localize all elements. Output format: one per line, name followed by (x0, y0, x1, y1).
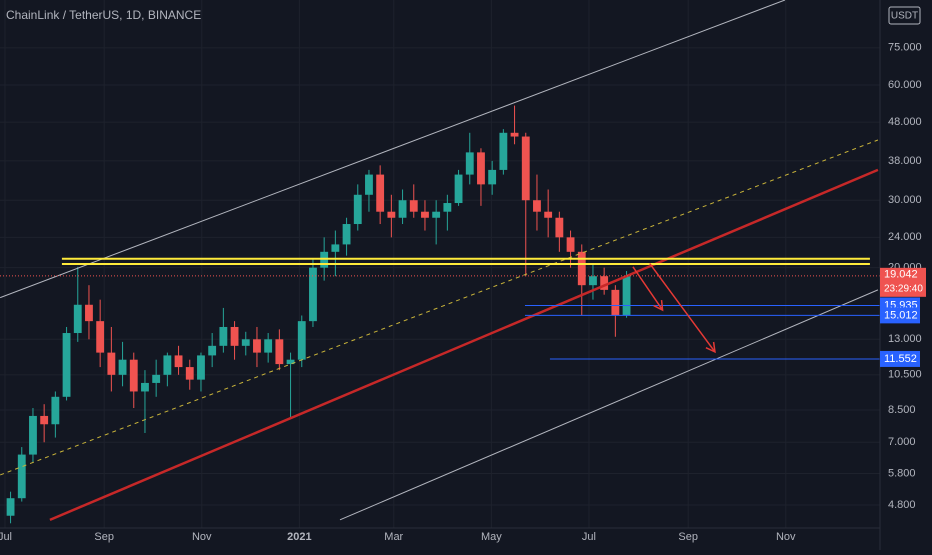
y-tick-label: 8.500 (888, 404, 916, 416)
candle-body (454, 174, 463, 204)
candle-body (96, 321, 105, 353)
candle-body (477, 152, 485, 185)
arrow-head (653, 300, 664, 312)
candle-body (197, 355, 205, 380)
x-tick-label: Nov (192, 531, 212, 543)
last-price-label: 19.042 (884, 269, 918, 281)
x-tick-label: Nov (776, 531, 796, 543)
y-tick-label: 75.000 (888, 42, 922, 54)
x-tick-label: Sep (94, 531, 114, 543)
candle-body (286, 359, 295, 365)
y-tick-label: 10.500 (888, 369, 922, 381)
x-tick-label: Jul (582, 531, 596, 543)
trend-line (0, 0, 786, 299)
price-label: 15.012 (884, 309, 918, 321)
candle-body (73, 304, 82, 334)
candle-body (510, 132, 519, 137)
candle-body (577, 251, 586, 286)
chart-title: ChainLink / TetherUS, 1D, BINANCE (6, 8, 201, 22)
candle-body (409, 200, 418, 212)
candle-body (600, 276, 609, 290)
candle-body (566, 237, 575, 252)
candle-body (365, 174, 373, 195)
y-tick-label: 48.000 (888, 116, 922, 128)
candle-body (544, 211, 553, 218)
candle-body (62, 333, 71, 397)
candle-body (85, 304, 93, 322)
candle-body (443, 203, 452, 212)
candle-body (533, 200, 541, 212)
y-tick-label: 4.800 (888, 499, 916, 511)
candle-body (253, 339, 261, 353)
candle-body (40, 415, 49, 425)
candle-body (611, 289, 620, 316)
candle-body (174, 355, 183, 368)
candle-body (6, 498, 15, 516)
candle-body (29, 415, 37, 455)
x-tick-label: Sep (678, 531, 698, 543)
last-price-box (880, 267, 926, 297)
price-label: 11.552 (884, 353, 917, 365)
trend-line (339, 289, 879, 521)
x-tick-label: May (481, 531, 502, 543)
x-tick-label: Mar (384, 531, 403, 543)
candle-body (331, 244, 340, 252)
candle-body (309, 267, 317, 322)
y-tick-label: 60.000 (888, 79, 922, 91)
y-tick-label: 38.000 (888, 155, 922, 167)
candle-body (488, 169, 497, 185)
x-tick-label: 2021 (287, 531, 311, 543)
candle-body (141, 382, 149, 392)
candle-body (465, 152, 474, 175)
candle-body (219, 326, 228, 346)
trend-line (49, 168, 879, 521)
candle-body (208, 345, 217, 356)
candle-body (275, 339, 284, 365)
y-tick-label: 30.000 (888, 194, 922, 206)
candle-body (622, 276, 631, 316)
candle-body (589, 276, 597, 286)
currency: USDT (891, 11, 918, 22)
y-tick-label: 7.000 (888, 436, 916, 448)
candle-body (51, 396, 60, 425)
candle-body (163, 355, 172, 375)
price-label-box (880, 350, 920, 367)
x-tick-label: Jul (0, 531, 12, 543)
candle-body (555, 217, 564, 238)
candle-body (376, 174, 385, 212)
candle-body (421, 211, 429, 218)
candle-body (17, 454, 26, 499)
y-tick-label: 24.000 (888, 231, 922, 243)
candle-body (129, 359, 138, 392)
candle-body (499, 132, 508, 170)
plot-area (0, 0, 880, 524)
candle-body (521, 136, 530, 201)
candle-body (398, 200, 407, 218)
candle-body (264, 339, 273, 353)
y-tick-label: 13.000 (888, 333, 922, 345)
candle-body (241, 339, 250, 346)
y-tick-label: 5.800 (888, 467, 916, 479)
price-label-box (880, 307, 920, 324)
candle-body (387, 211, 396, 218)
candle-body (107, 352, 116, 375)
candle-body (353, 194, 362, 225)
candle-body (342, 224, 351, 245)
countdown-label: 23:29:40 (884, 283, 923, 294)
arrow (649, 263, 716, 353)
arrow-head (705, 341, 716, 354)
candle-body (230, 326, 239, 346)
candle-body (432, 211, 441, 218)
currency-badge[interactable] (888, 6, 921, 25)
candle-body (297, 321, 306, 360)
arrow (632, 266, 664, 311)
candle-body (118, 359, 127, 375)
candle-body (185, 367, 194, 380)
candle-body (152, 374, 161, 383)
